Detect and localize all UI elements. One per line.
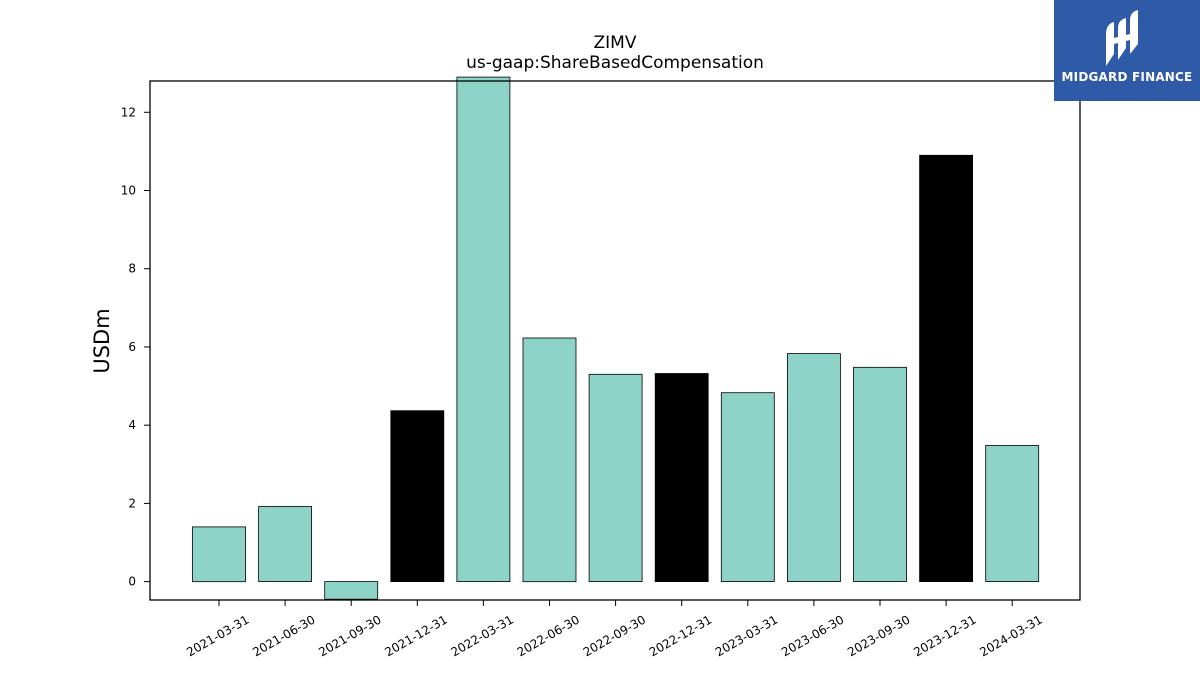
bar-2022-03-31 [456,76,511,582]
midgard-logo-icon [1106,10,1138,66]
x-tick-label: 2021-09-30 [316,612,383,659]
bar-2024-03-31 [985,445,1040,583]
bar-2023-06-30 [787,353,841,583]
bar-2021-09-30 [324,581,379,600]
x-tick-label: 2021-06-30 [250,612,317,659]
y-tick-label: 2 [128,496,136,510]
y-tick-label: 8 [128,262,136,276]
x-tick-label: 2022-03-31 [448,612,515,659]
chart-title: ZIMV [594,33,637,53]
chart-subtitle: us-gaap:ShareBasedCompensation [466,53,764,73]
midgard-logo: MIDGARD FINANCE [1054,0,1200,101]
x-tick-label: 2021-12-31 [382,612,449,659]
bar-2021-12-31 [390,410,445,583]
plot-frame [149,80,1081,601]
x-tick-label: 2022-09-30 [581,612,648,659]
y-tick-label: 4 [128,418,136,432]
x-tick-label: 2024-03-31 [977,612,1044,659]
y-tick-label: 0 [128,575,136,589]
y-tick-label: 6 [128,340,136,354]
bar-2021-06-30 [258,506,313,582]
logo-text: MIDGARD FINANCE [1061,70,1193,84]
y-tick-label: 12 [121,105,136,119]
x-tick-label: 2022-06-30 [515,612,582,659]
bar-2022-06-30 [522,337,577,583]
bar-2023-03-31 [720,392,775,583]
bar-2022-09-30 [588,373,643,582]
bar-2021-03-31 [192,526,246,583]
x-tick-label: 2023-06-30 [779,612,846,659]
bar-2023-12-31 [919,154,973,582]
x-tick-label: 2023-03-31 [713,612,780,659]
bar-2022-12-31 [654,373,709,583]
y-tick-label: 10 [121,184,136,198]
y-axis-label: USDm [90,308,114,373]
x-tick-label: 2023-09-30 [845,612,912,659]
x-tick-label: 2022-12-31 [647,612,714,659]
x-tick-label: 2023-12-31 [911,612,978,659]
x-tick-label: 2021-03-31 [184,612,251,659]
bar-2023-09-30 [853,366,907,582]
